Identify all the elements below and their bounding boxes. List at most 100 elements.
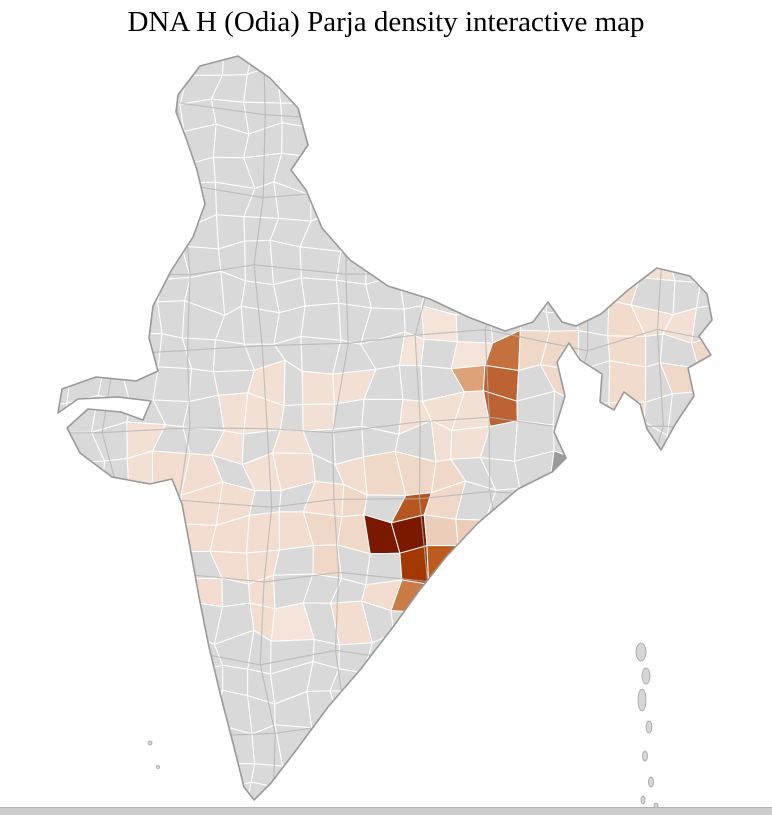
district-cell[interactable] [723, 365, 753, 404]
district-cell[interactable] [336, 210, 368, 256]
district-cell[interactable] [59, 731, 96, 766]
district-cell[interactable] [312, 127, 337, 162]
district-cell[interactable] [724, 603, 757, 645]
district-cell[interactable] [480, 125, 526, 167]
district-cell[interactable] [457, 97, 489, 131]
district-cell[interactable] [607, 750, 647, 789]
district-cell[interactable] [663, 60, 695, 103]
district-cell[interactable] [482, 630, 524, 676]
district-cell[interactable] [723, 760, 756, 796]
district-cell[interactable] [550, 94, 582, 124]
district-cell[interactable] [305, 727, 344, 761]
district-cell[interactable] [331, 34, 370, 70]
district-cell[interactable] [65, 629, 98, 677]
district-cell[interactable] [360, 151, 405, 194]
district-cell[interactable] [452, 540, 496, 583]
district-cell[interactable] [97, 269, 136, 310]
district-cell[interactable] [488, 751, 521, 795]
district-cell[interactable] [667, 728, 698, 764]
district-cell[interactable] [456, 128, 493, 167]
district-cell[interactable] [667, 122, 704, 165]
district-cell[interactable] [91, 329, 132, 368]
district-cell[interactable] [725, 130, 753, 162]
district-cell[interactable] [161, 157, 190, 184]
district-cell[interactable] [451, 160, 493, 190]
district-cell[interactable] [93, 570, 128, 608]
district-cell[interactable] [420, 211, 465, 248]
district-cell[interactable] [548, 450, 575, 495]
district-cell[interactable] [691, 99, 726, 137]
district-cell[interactable] [301, 370, 335, 405]
district-cell[interactable] [694, 600, 732, 647]
district-cell[interactable] [92, 721, 131, 766]
district-cell[interactable] [299, 246, 342, 281]
district-cell[interactable] [634, 121, 674, 161]
district-cell[interactable] [668, 665, 707, 700]
district-cell[interactable] [157, 300, 186, 339]
district-cell[interactable] [509, 240, 546, 284]
district-cell[interactable] [95, 219, 136, 256]
district-cell[interactable] [512, 94, 555, 127]
district-cell[interactable] [391, 121, 433, 162]
district-cell[interactable] [601, 421, 645, 461]
district-cell[interactable] [544, 72, 580, 96]
district-cell[interactable] [123, 301, 163, 335]
district-cell[interactable] [423, 100, 462, 131]
district-cell[interactable] [300, 302, 342, 341]
district-cell[interactable] [450, 719, 496, 758]
district-cell[interactable] [664, 494, 703, 525]
district-cell[interactable] [693, 209, 731, 250]
district-cell[interactable] [578, 609, 611, 637]
district-cell[interactable] [366, 214, 404, 256]
district-cell[interactable] [724, 574, 757, 604]
district-cell[interactable] [694, 721, 732, 764]
district-cell[interactable] [576, 94, 615, 128]
district-cell[interactable] [730, 693, 765, 725]
district-cell[interactable] [485, 572, 527, 616]
district-cell[interactable] [725, 155, 754, 196]
district-cell[interactable] [579, 518, 610, 544]
district-cell[interactable] [393, 633, 437, 668]
district-cell[interactable] [517, 573, 552, 616]
district-cell[interactable] [629, 179, 674, 223]
district-cell[interactable] [600, 485, 645, 520]
district-cell[interactable] [609, 699, 638, 732]
district-cell[interactable] [300, 277, 340, 307]
district-cell[interactable] [91, 661, 133, 707]
district-cell[interactable] [101, 94, 137, 124]
district-cell[interactable] [426, 545, 459, 585]
district-cell[interactable] [666, 551, 695, 583]
district-cell[interactable] [696, 692, 732, 737]
district-cell[interactable] [455, 277, 493, 316]
district-cell[interactable] [455, 668, 493, 704]
district-cell[interactable] [90, 39, 134, 74]
district-cell[interactable] [279, 404, 304, 432]
district-cell[interactable] [32, 181, 64, 218]
district-cell[interactable] [694, 519, 723, 555]
district-cell[interactable] [569, 631, 611, 677]
district-cell[interactable] [546, 485, 581, 522]
district-cell[interactable] [402, 95, 426, 131]
district-cell[interactable] [360, 181, 405, 224]
district-cell[interactable] [119, 63, 158, 96]
district-cell[interactable] [485, 599, 527, 637]
district-cell[interactable] [723, 722, 766, 760]
district-cell[interactable] [281, 122, 316, 158]
district-cell[interactable] [721, 71, 760, 104]
district-cell[interactable] [608, 360, 647, 404]
district-cell[interactable] [90, 71, 134, 96]
district-cell[interactable] [600, 179, 642, 219]
district-cell[interactable] [424, 128, 462, 162]
district-cell[interactable] [122, 570, 165, 605]
district-cell[interactable] [599, 151, 642, 195]
district-cell[interactable] [730, 393, 761, 433]
district-cell[interactable] [430, 726, 459, 766]
district-cell[interactable] [421, 75, 459, 106]
district-cell[interactable] [730, 426, 764, 462]
district-cell[interactable] [36, 402, 68, 433]
district-cell[interactable] [91, 635, 133, 677]
district-cell[interactable] [517, 552, 552, 576]
district-cell[interactable] [540, 692, 582, 731]
district-cell[interactable] [248, 490, 282, 516]
district-cell[interactable] [211, 689, 253, 735]
